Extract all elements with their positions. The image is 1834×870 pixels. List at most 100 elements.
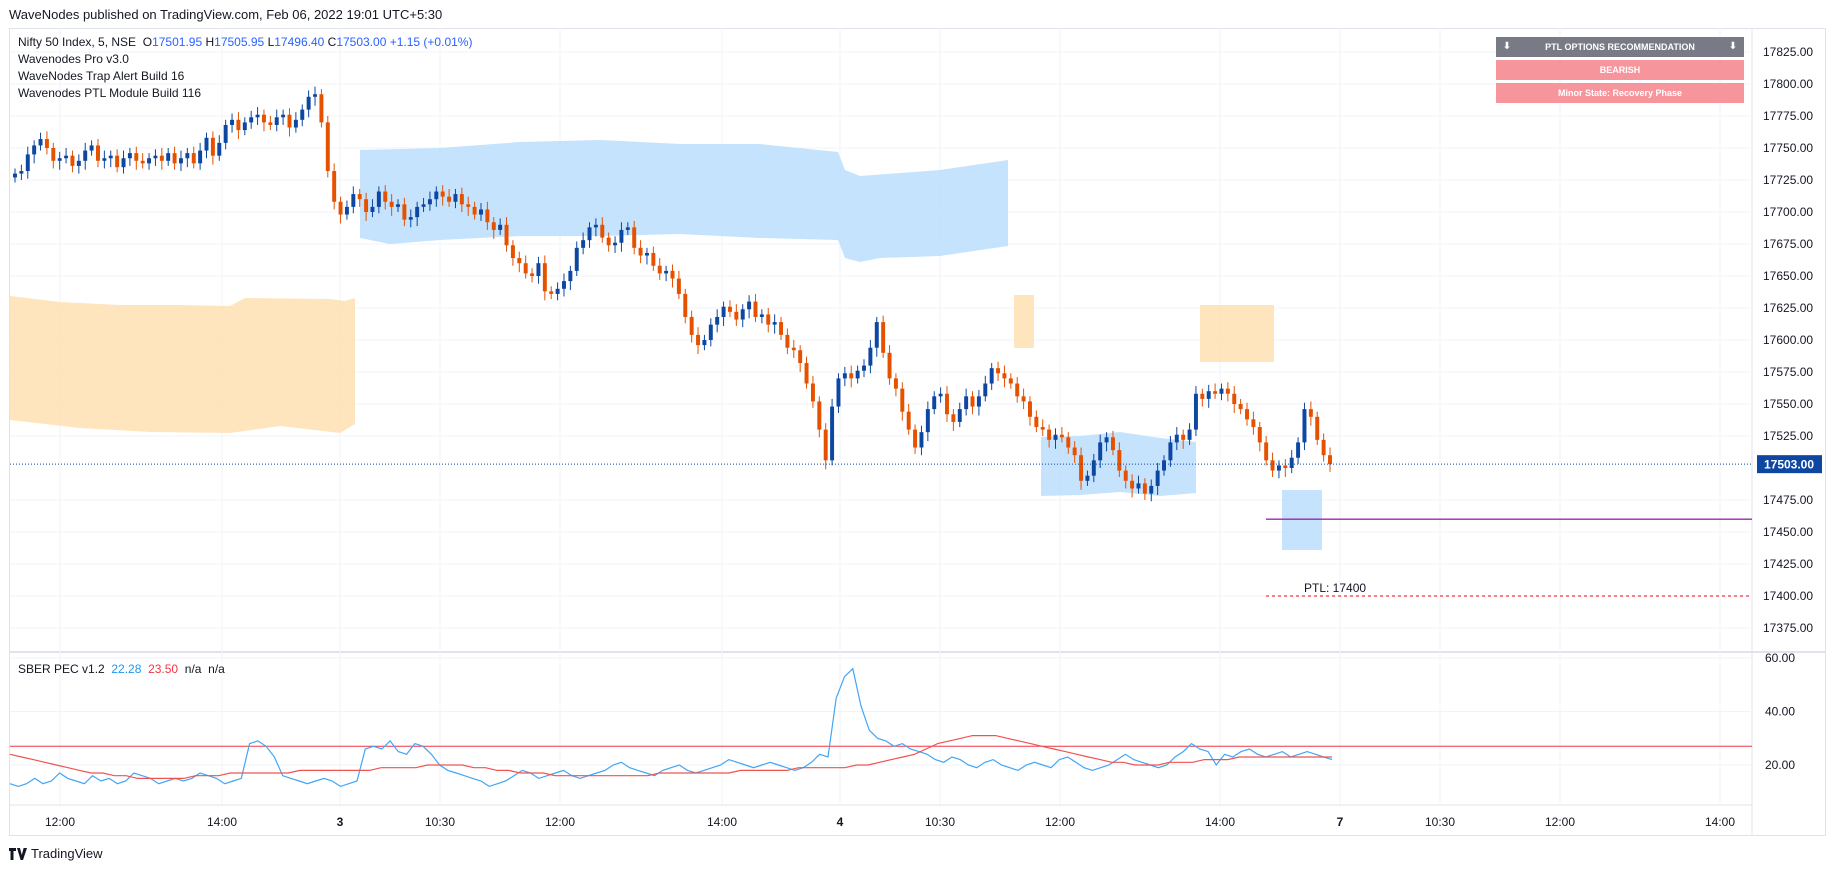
candle-body [57, 158, 62, 161]
candle-body [1219, 388, 1224, 394]
candle-body [747, 301, 752, 310]
symbol-name[interactable]: Nifty 50 Index, 5, NSE [18, 35, 137, 49]
candle-body [1117, 450, 1122, 471]
price-tick-label: 17475.00 [1763, 493, 1813, 507]
candle-body [1104, 437, 1109, 443]
candle-body [472, 206, 477, 215]
open-label: O [142, 35, 153, 49]
candle-body [862, 365, 866, 371]
candle-body [115, 155, 120, 168]
price-tick-label: 17600.00 [1763, 333, 1813, 347]
candle-body [683, 293, 688, 317]
price-tick-label: 17525.00 [1763, 429, 1813, 443]
candle-body [1015, 383, 1020, 397]
candle-body [261, 114, 266, 123]
candle-body [664, 270, 669, 274]
candle-body [817, 401, 822, 430]
candle-body [689, 316, 694, 335]
candle-body [83, 150, 88, 161]
candle-body [1232, 393, 1237, 404]
candle-body [542, 263, 547, 292]
candle-body [1136, 483, 1141, 489]
time-tick-label: 10:30 [1425, 815, 1455, 829]
candle-body [96, 145, 100, 161]
candle-body [613, 242, 618, 246]
candle-body [357, 194, 362, 200]
candle-body [504, 224, 509, 246]
candle-body [217, 142, 222, 156]
time-tick-label: 12:00 [1545, 815, 1575, 829]
candle-body [376, 191, 381, 207]
candle-body [804, 363, 809, 384]
candle-body [1047, 429, 1052, 440]
candle-body [1091, 460, 1096, 476]
candle-body [530, 273, 535, 276]
price-tick-label: 17550.00 [1763, 397, 1813, 411]
candle-body [945, 393, 949, 415]
candle-body [715, 316, 720, 325]
candle-body [1206, 391, 1211, 399]
candle-body [389, 201, 394, 207]
time-tick-label: 4 [837, 815, 844, 829]
candle-body [1168, 442, 1173, 461]
candle-body [727, 306, 732, 312]
price-tick-label: 17625.00 [1763, 301, 1813, 315]
time-tick-label: 7 [1337, 815, 1344, 829]
candle-body [1110, 437, 1115, 451]
candle-body [364, 199, 369, 212]
oscillator-legend[interactable]: SBER PEC v1.2 22.28 23.50 n/a n/a [18, 662, 225, 676]
candle-body [1149, 485, 1154, 494]
candle-body [970, 396, 975, 407]
candle-body [453, 194, 458, 202]
change-value: +1.15 (+0.01%) [389, 35, 473, 49]
chart-frame[interactable] [9, 28, 1826, 836]
candle-body [268, 122, 273, 125]
oscillator-tick-label: 40.00 [1765, 705, 1795, 719]
candle-body [983, 383, 988, 397]
candle-body [1066, 437, 1071, 448]
candle-body [868, 347, 873, 366]
time-tick-label: 14:00 [707, 815, 737, 829]
candle-body [1130, 480, 1135, 489]
indicator-legend-2[interactable]: WaveNodes Trap Alert Build 16 [18, 69, 185, 83]
candle-body [1245, 409, 1249, 420]
candle-body [13, 173, 17, 178]
candle-body [606, 237, 611, 246]
candle-body [670, 270, 675, 279]
time-tick-label: 12:00 [45, 815, 75, 829]
time-tick-label: 12:00 [1045, 815, 1075, 829]
candle-body [1289, 457, 1294, 468]
price-tick-label: 17375.00 [1763, 621, 1813, 635]
candle-body [408, 217, 413, 220]
candle-body [893, 378, 898, 389]
candle-body [38, 139, 43, 146]
tradingview-logo[interactable]: TradingView [9, 846, 103, 861]
time-tick-label: 3 [337, 815, 344, 829]
candle-body [383, 191, 388, 202]
candle-body [76, 160, 81, 166]
blue-zone-1 [360, 140, 1008, 262]
publish-caption: WaveNodes published on TradingView.com, … [9, 7, 443, 22]
candle-body [153, 155, 158, 159]
ptl-panel-header: ⬇ PTL OPTIONS RECOMMENDATION ⬇ [1496, 37, 1744, 57]
price-tick-label: 17650.00 [1763, 269, 1813, 283]
low-value: 17496.40 [274, 35, 325, 49]
candle-body [396, 204, 400, 207]
candle-body [1072, 447, 1077, 456]
ptl-panel-title: PTL OPTIONS RECOMMENDATION [1545, 42, 1695, 52]
candle-body [1193, 393, 1198, 430]
candle-body [644, 252, 649, 256]
candle-body [632, 227, 637, 248]
candle-body [766, 314, 771, 325]
candle-body [249, 117, 254, 123]
candle-body [370, 206, 375, 212]
indicator-legend-1[interactable]: Wavenodes Pro v3.0 [18, 52, 129, 66]
candle-body [925, 409, 930, 433]
candle-body [964, 396, 969, 410]
candle-body [721, 306, 726, 317]
candle-body [191, 153, 196, 164]
indicator-legend-3[interactable]: Wavenodes PTL Module Build 116 [18, 86, 201, 100]
candle-body [957, 409, 962, 422]
candle-body [25, 154, 30, 172]
